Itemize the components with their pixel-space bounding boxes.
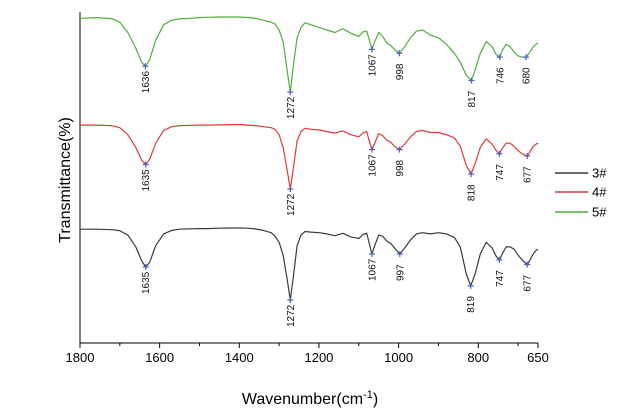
y-axis-title: Transmittance(%): [57, 117, 74, 243]
x-axis-title-main: Wavenumber(cm: [242, 391, 363, 408]
spectra: [79, 16, 539, 301]
peak-label: 677: [523, 274, 534, 291]
peak-label: 1635: [141, 169, 152, 192]
peak-label: 1067: [367, 154, 378, 177]
series-line-5: [79, 16, 539, 93]
x-tick-label: 1000: [384, 350, 413, 365]
peak-label: 680: [522, 67, 533, 84]
peak-label: 1067: [367, 258, 378, 281]
peak-label: 1636: [141, 71, 152, 94]
peak-label: 747: [495, 164, 506, 181]
axes: [79, 12, 538, 344]
legend-label-5: 5#: [592, 205, 607, 220]
series-line-4: [80, 123, 539, 190]
peak-label: 1067: [367, 54, 378, 77]
peak-label: 1272: [286, 96, 297, 119]
peak-label: 819: [466, 296, 477, 313]
peak-label: 1635: [141, 271, 152, 294]
x-tick-label: 1800: [66, 350, 95, 365]
x-axis-title: Wavenumber(cm-1): [242, 389, 378, 408]
x-axis-ticks: 1800 1600 1400 1200 1000 800 650: [66, 343, 549, 365]
x-tick-label: 650: [527, 350, 549, 365]
x-tick-label: 1400: [225, 350, 254, 365]
peak-label: 1272: [286, 193, 297, 216]
peak-label: 998: [395, 159, 406, 176]
peak-label: 817: [467, 90, 478, 107]
x-tick-label: 1600: [145, 350, 174, 365]
legend-label-4: 4#: [592, 185, 607, 200]
peak-label: 998: [395, 63, 406, 80]
peak-label: 818: [467, 184, 478, 201]
x-axis-title-close: ): [373, 391, 378, 408]
x-tick-label: 800: [467, 350, 489, 365]
legend-label-3: 3#: [592, 166, 607, 181]
x-tick-label: 1200: [304, 350, 333, 365]
series-line-3: [80, 227, 539, 301]
peak-annotations: 1636 1272 1067 998 817 746 680 1635 1272 1067 998 8…: [141, 46, 534, 327]
peak-label: 746: [495, 67, 506, 84]
peak-label: 1272: [286, 304, 297, 327]
x-axis-title-superscript: -1: [363, 389, 373, 401]
peak-label: 677: [523, 166, 534, 183]
peak-label: 747: [495, 270, 506, 287]
peak-label: 997: [395, 264, 406, 281]
legend: 3# 4# 5#: [555, 166, 607, 220]
